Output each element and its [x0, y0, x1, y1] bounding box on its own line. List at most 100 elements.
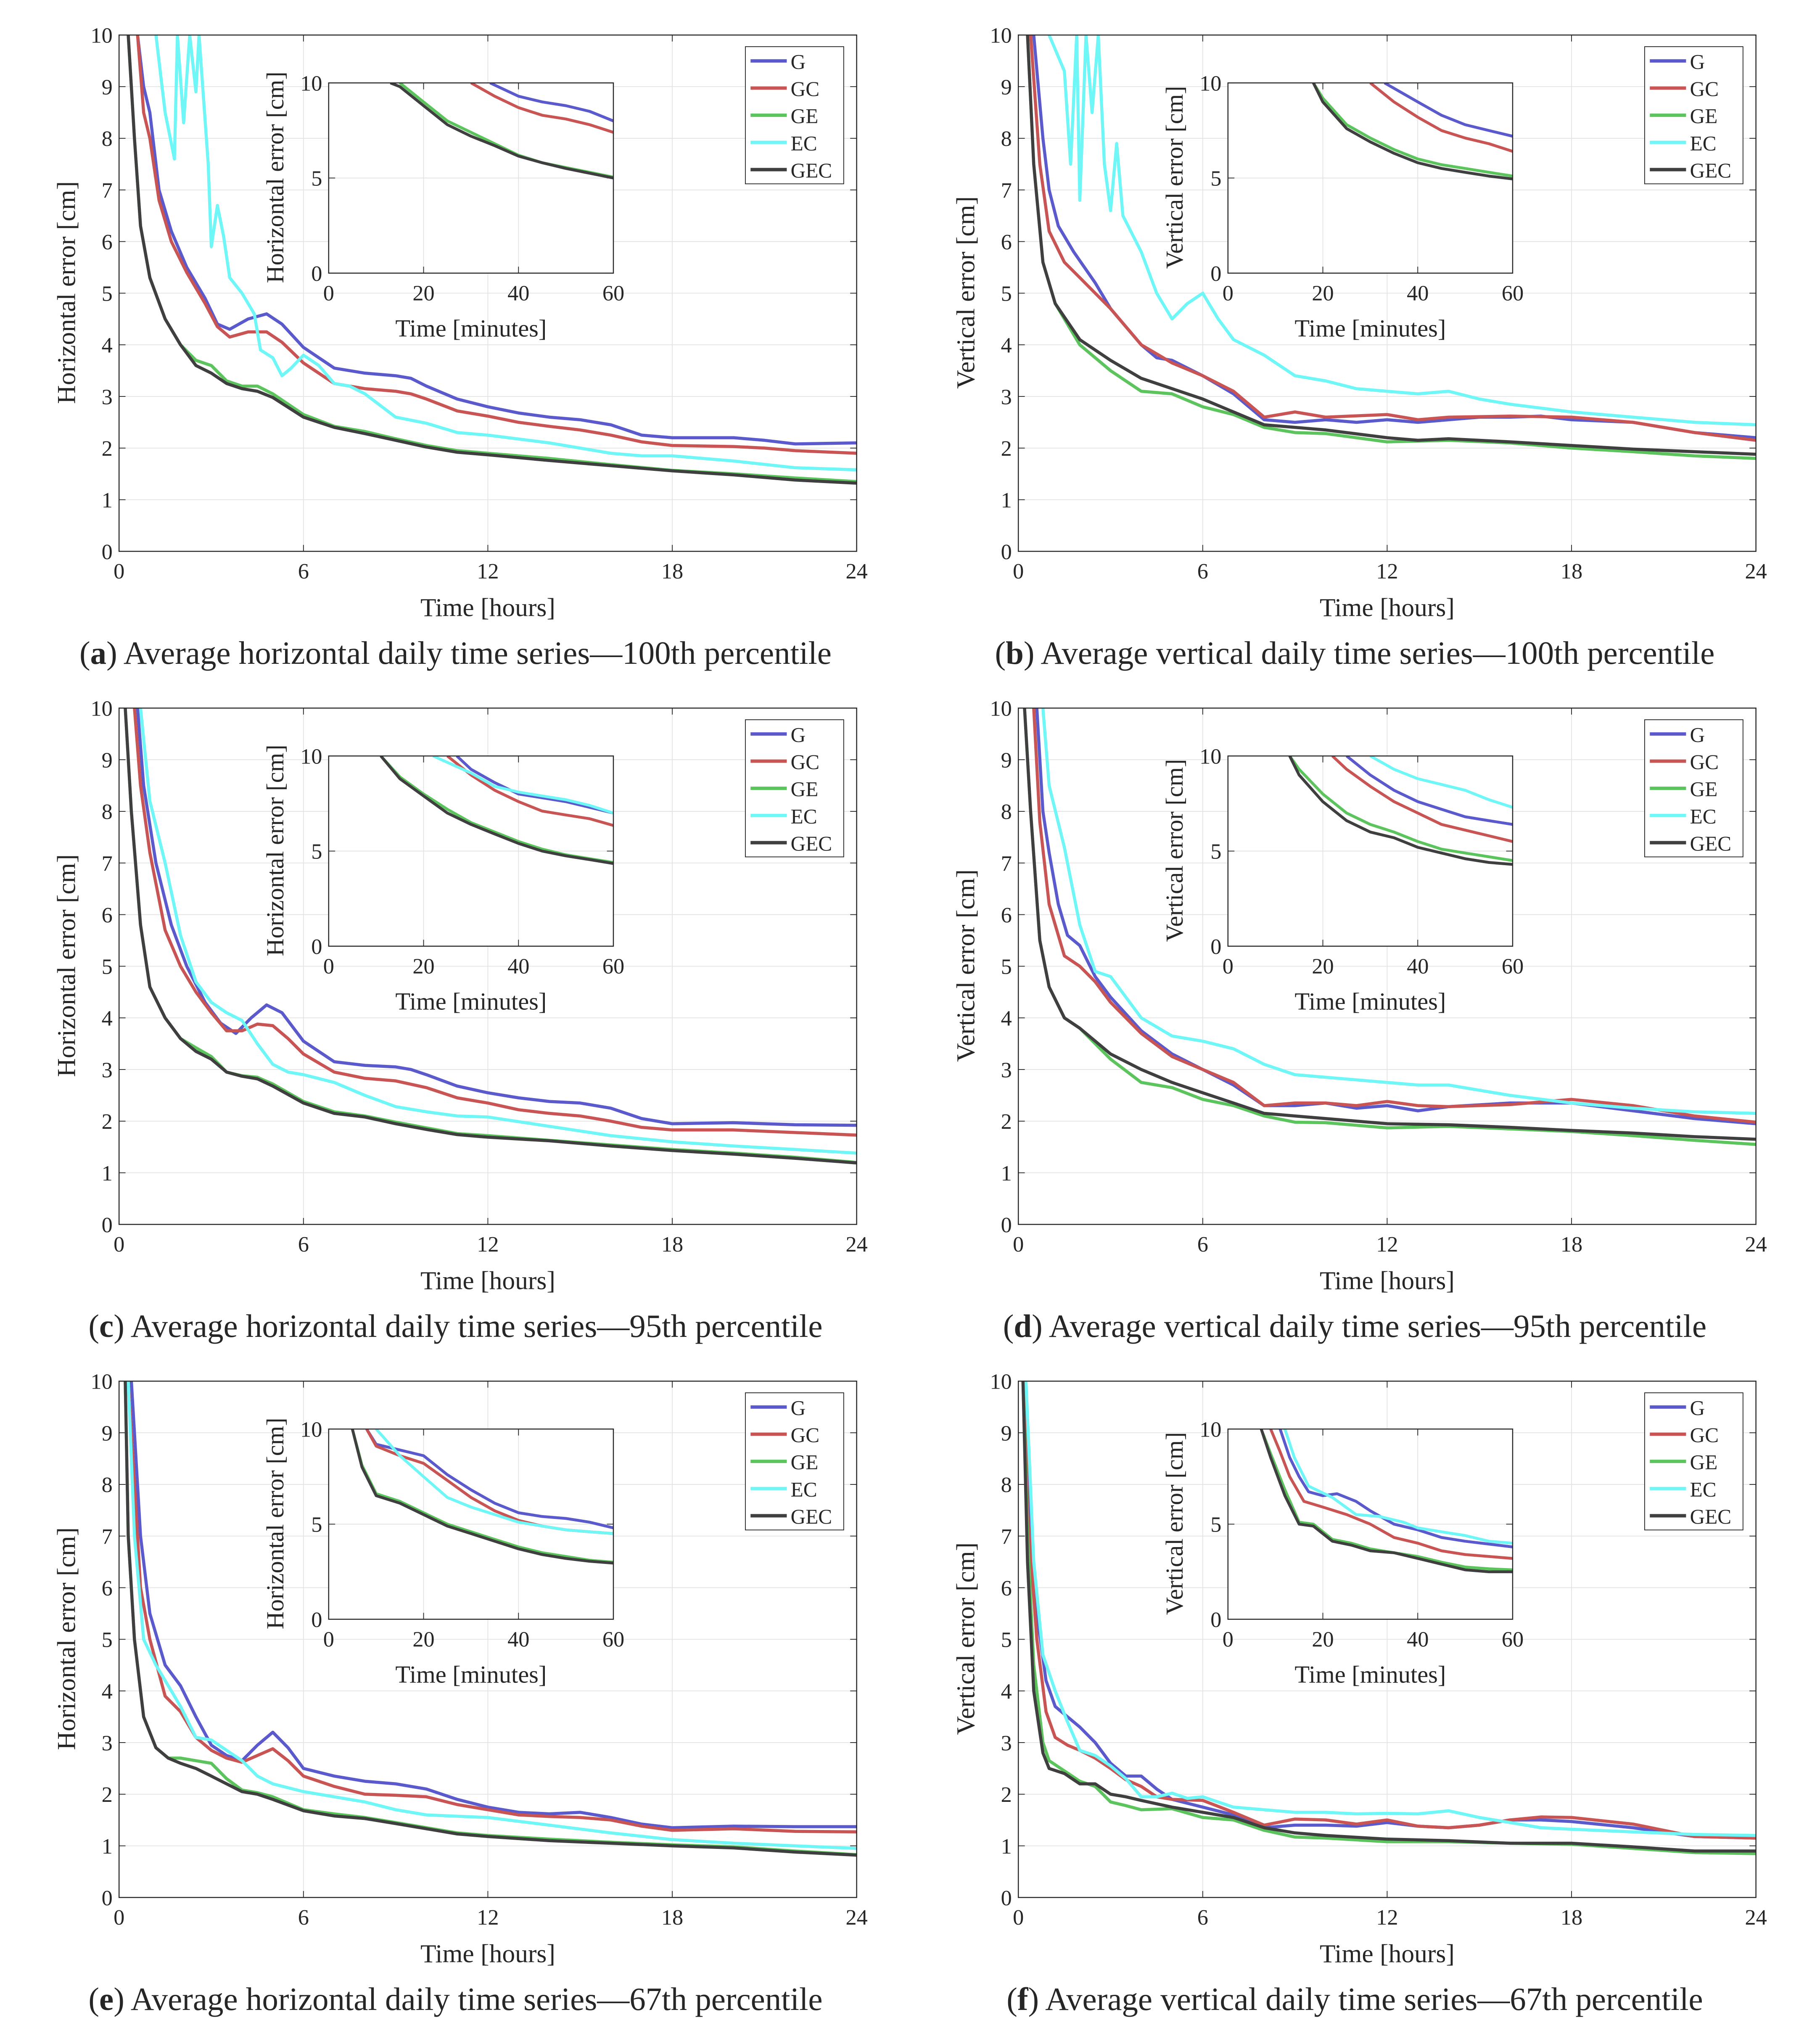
y-tick-label: 9: [102, 748, 113, 772]
legend-label: EC: [791, 1478, 817, 1501]
series-line-gc: [127, 1381, 857, 1834]
series-line-gc: [1331, 756, 1513, 843]
legend-label: GE: [791, 1451, 819, 1474]
y-tick-label: 2: [1001, 1783, 1012, 1807]
x-tick-label: 24: [1745, 1232, 1767, 1257]
legend: G GC GE EC GEC: [745, 46, 844, 185]
y-tick-label: 0: [102, 1213, 113, 1237]
y-tick-label: 7: [1001, 851, 1012, 876]
x-tick-label: 0: [114, 559, 124, 584]
x-axis-label: Time [hours]: [420, 1939, 555, 1968]
y-tick-label: 10: [1199, 745, 1221, 769]
x-tick-label: 12: [1376, 559, 1398, 584]
y-tick-label: 7: [102, 1524, 113, 1549]
y-tick-label: 0: [311, 261, 322, 286]
x-tick-label: 6: [298, 1905, 309, 1930]
legend-label: GE: [1690, 105, 1718, 128]
y-tick-label: 10: [1199, 1418, 1221, 1442]
series-line-ec: [375, 1429, 613, 1535]
x-tick-label: 60: [602, 1627, 624, 1651]
legend-label: EC: [791, 805, 817, 828]
series-line-gec: [1026, 35, 1756, 456]
x-tick-label: 12: [1376, 1232, 1398, 1257]
series-line-gc: [1029, 35, 1756, 442]
caption-paren-open: (: [995, 635, 1006, 671]
x-tick-label: 18: [1561, 1905, 1582, 1930]
caption-paren-close: ): [106, 635, 117, 671]
y-tick-label: 4: [1001, 333, 1012, 358]
y-tick-label: 1: [102, 1834, 113, 1859]
series-line-g: [1278, 1429, 1513, 1548]
x-tick-label: 40: [1407, 954, 1429, 978]
x-tick-label: 12: [1376, 1905, 1398, 1930]
chart-panel-c: 0 6 12 18 24 0 1 2 3 4 5 6 7 8 9 10 Time [hours] Horizont…: [0, 673, 912, 1346]
caption: (c) Average horizontal daily time series…: [88, 1308, 822, 1344]
y-tick-label: 1: [102, 1161, 113, 1186]
x-axis-label: Time [hours]: [420, 1266, 555, 1295]
inset-x-axis-label: Time [minutes]: [1294, 1661, 1446, 1688]
y-tick-label: 1: [1001, 1834, 1012, 1859]
series-line-gc: [1369, 83, 1513, 153]
x-axis-label: Time [hours]: [1320, 593, 1455, 622]
inset-y-axis-label: Vertical error [cm]: [1161, 759, 1188, 942]
legend-label: GE: [1690, 1451, 1718, 1474]
inset-axes: 0 20 40 60 0 5 10 Time [minutes] Vertical error …: [1161, 745, 1524, 1015]
y-tick-label: 9: [102, 75, 113, 99]
main-axes-box: [118, 34, 857, 552]
x-tick-label: 40: [507, 1627, 529, 1651]
caption-text: Average horizontal daily time series—67t…: [124, 1981, 823, 2017]
series-line-ge: [1260, 1429, 1513, 1571]
x-tick-label: 0: [1013, 559, 1024, 584]
y-tick-label: 9: [1001, 1421, 1012, 1445]
series-line-ge: [1288, 756, 1513, 862]
inset-axes-box: [1227, 82, 1514, 274]
y-tick-label: 8: [1001, 1473, 1012, 1497]
y-tick-label: 0: [1210, 261, 1221, 286]
x-axis-label: Time [hours]: [1320, 1939, 1455, 1968]
y-tick-label: 10: [90, 1370, 112, 1394]
y-tick-label: 4: [102, 1680, 113, 1704]
legend-label: GC: [791, 77, 819, 100]
caption-paren-open: (: [88, 1308, 99, 1344]
caption-text: Average vertical daily time series—100th…: [1035, 635, 1715, 671]
inset-x-axis-label: Time [minutes]: [1294, 315, 1446, 342]
legend-label: G: [1690, 1396, 1705, 1419]
y-axis-label: Vertical error [cm]: [952, 869, 980, 1062]
y-tick-label: 2: [102, 1783, 113, 1807]
y-tick-label: 3: [102, 1731, 113, 1755]
y-tick-label: 2: [1001, 436, 1012, 461]
y-tick-label: 0: [102, 540, 113, 564]
caption-paren-close: ): [1032, 1308, 1043, 1344]
x-tick-label: 18: [1561, 559, 1582, 584]
y-tick-label: 10: [90, 24, 112, 48]
x-axis-label: Time [hours]: [420, 593, 555, 622]
y-tick-label: 1: [1001, 488, 1012, 512]
x-tick-label: 40: [1407, 1627, 1429, 1651]
legend-label: GE: [791, 105, 819, 128]
x-tick-label: 20: [412, 1627, 434, 1651]
series-line-ec: [1369, 756, 1513, 809]
legend: G GC GE EC GEC: [1644, 1392, 1743, 1531]
inset-y-axis-label: Vertical error [cm]: [1161, 86, 1188, 269]
caption: (e) Average horizontal daily time series…: [88, 1981, 822, 2017]
caption-text: Average horizontal daily time series—95t…: [124, 1308, 823, 1344]
y-tick-label: 5: [1210, 1513, 1221, 1537]
chart-panel-a: 0 6 12 18 24 0 1 2 3 4 5 6 7 8 9 10 Time [hours] Horizont…: [0, 0, 912, 673]
caption-paren-open: (: [1003, 1308, 1014, 1344]
inset-x-axis-label: Time [minutes]: [395, 315, 547, 342]
inset-axes-box: [328, 82, 614, 274]
series-line-g: [1345, 756, 1513, 826]
x-tick-label: 6: [1197, 559, 1208, 584]
series-line-ec: [1048, 35, 1756, 427]
legend-label: EC: [1690, 132, 1717, 155]
legend-label: G: [791, 1396, 806, 1419]
series-line-ec: [154, 35, 857, 472]
chart-panel-e: 0 6 12 18 24 0 1 2 3 4 5 6 7 8 9 10 Time [hours] Horizont…: [0, 1346, 912, 2019]
y-tick-label: 7: [1001, 1524, 1012, 1549]
y-tick-label: 5: [1001, 1628, 1012, 1652]
y-tick-label: 1: [102, 488, 113, 512]
inset-x-axis-label: Time [minutes]: [1294, 988, 1446, 1015]
